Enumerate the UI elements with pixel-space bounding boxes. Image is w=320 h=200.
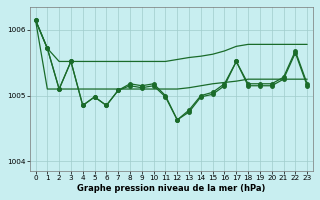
X-axis label: Graphe pression niveau de la mer (hPa): Graphe pression niveau de la mer (hPa) bbox=[77, 184, 266, 193]
